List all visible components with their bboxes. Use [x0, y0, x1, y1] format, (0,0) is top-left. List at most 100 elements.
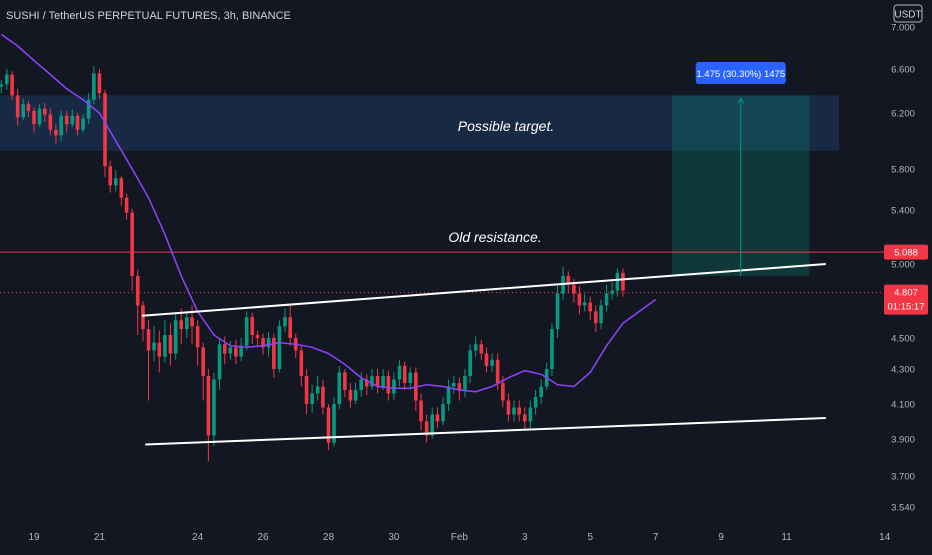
candle [75, 113, 80, 136]
candle [343, 369, 347, 397]
candle [157, 330, 162, 373]
x-tick-label: 21 [94, 532, 106, 543]
candle [255, 330, 260, 348]
candle [250, 312, 255, 345]
x-tick-label: Feb [451, 532, 469, 543]
candle [222, 336, 227, 365]
current-price-label: 4.807 01:15:17 [884, 284, 928, 315]
candle [195, 320, 200, 366]
candle [54, 124, 58, 144]
candle [5, 69, 9, 90]
candle-body [375, 376, 380, 387]
candle-body [550, 329, 554, 369]
candle [103, 89, 107, 178]
candle-body [272, 338, 276, 369]
x-tick-label: 28 [323, 532, 335, 543]
candle-body [283, 317, 287, 327]
candle [386, 370, 391, 401]
candle-body [484, 353, 489, 366]
candle [42, 103, 47, 122]
candle [228, 341, 233, 360]
candle [359, 372, 363, 397]
target-annotation[interactable]: Possible target. [458, 118, 555, 134]
candle [288, 303, 292, 346]
candle [114, 170, 118, 192]
candle-body [610, 290, 614, 294]
candle-body [86, 99, 91, 119]
candle [424, 414, 429, 443]
candle-body [523, 414, 527, 422]
candle-body [337, 372, 342, 404]
candle-body [572, 284, 576, 294]
candle [419, 393, 423, 431]
candle [402, 361, 407, 390]
candle-body [244, 317, 249, 346]
resistance-annotation[interactable]: Old resistance. [448, 229, 541, 245]
x-tick-label: 11 [781, 532, 792, 543]
candle [451, 376, 456, 394]
y-tick-label: 3.540 [891, 503, 915, 514]
candle-body [599, 305, 603, 324]
candle [594, 305, 598, 333]
candle-body [332, 404, 336, 443]
y-tick-label: 5.400 [891, 206, 915, 217]
candle-body [261, 338, 265, 348]
lower-trendline[interactable] [145, 417, 826, 446]
candle-body [179, 320, 184, 330]
x-tick-label: 7 [653, 532, 659, 543]
candle-body [555, 293, 560, 330]
x-tick-label: 26 [257, 532, 269, 543]
candle-body [566, 275, 571, 285]
candle [473, 336, 478, 357]
candle-body [392, 379, 396, 394]
candle [206, 369, 211, 462]
candle [446, 379, 451, 411]
currency-badge[interactable]: USDT [893, 4, 923, 23]
candle-body [381, 376, 385, 387]
y-tick-label: 5.800 [891, 165, 915, 176]
x-tick-label: 3 [522, 532, 528, 543]
candle [217, 338, 222, 390]
candle [119, 176, 124, 206]
x-tick-label: 24 [192, 532, 204, 543]
candle [392, 372, 396, 401]
candle-body [457, 383, 462, 390]
candle-body [108, 166, 113, 186]
candle [146, 320, 151, 401]
candle-body [59, 115, 63, 136]
candle-body [163, 335, 167, 357]
candle-body [315, 386, 320, 394]
measure-arrowhead [737, 97, 745, 104]
x-tick-label: 5 [587, 532, 593, 543]
candle-body [353, 390, 358, 401]
chart-title: SUSHI / TetherUS PERPETUAL FUTURES, 3h, … [6, 10, 291, 22]
candle [588, 296, 593, 321]
candle [479, 339, 484, 360]
candle-body [212, 379, 216, 436]
candle [277, 320, 282, 373]
candle [21, 98, 26, 120]
candle [599, 299, 603, 330]
moving-average-line [0, 33, 657, 393]
candle-body [533, 397, 538, 408]
candle [124, 193, 129, 220]
candle-body [446, 386, 451, 404]
candle-body [304, 376, 309, 404]
candle-body [364, 379, 369, 387]
candle [321, 379, 325, 415]
candle [370, 369, 374, 390]
upper-trendline[interactable] [141, 263, 826, 317]
candle-body [146, 329, 151, 351]
candle-body [402, 365, 407, 383]
x-tick-label: 9 [718, 532, 724, 543]
candle-body [70, 115, 75, 125]
y-tick-label: 3.700 [891, 472, 915, 483]
candle [10, 71, 14, 100]
candle-body [582, 302, 587, 306]
candle-body [185, 317, 189, 330]
measure-label-box [695, 62, 786, 84]
candle [130, 208, 134, 291]
candle [81, 114, 85, 133]
